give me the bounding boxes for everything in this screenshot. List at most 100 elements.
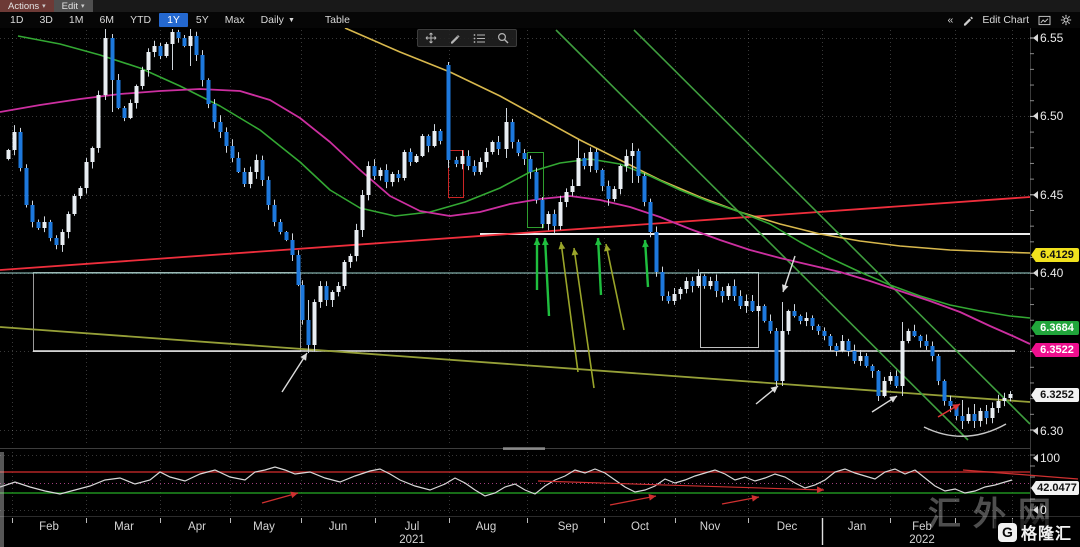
chart-toolbar: 1D 3D 1M 6M YTD 1Y 5Y Max Daily ▼ Table « Edit … — [0, 12, 1080, 28]
indicator-bands — [0, 471, 1030, 494]
panel-frames — [0, 28, 1080, 517]
month-label-jan: Jan — [847, 521, 867, 533]
magenta-moving-average[interactable] — [0, 88, 1031, 345]
brand-logo-icon: G — [998, 522, 1017, 542]
pan-crosshair-icon[interactable] — [420, 30, 442, 46]
red-arrow-feb-low[interactable] — [937, 403, 961, 418]
price-badge-42.0477: 42.0477 — [1031, 481, 1079, 495]
red-segment-rsi-right[interactable] — [962, 469, 1079, 480]
range-tab-1d[interactable]: 1D — [2, 13, 31, 27]
white-arrow-dec-low[interactable] — [755, 385, 779, 405]
range-tab-max[interactable]: Max — [217, 13, 253, 27]
red-arrow-rsi-3[interactable] — [721, 494, 760, 505]
month-label-jul: Jul — [404, 521, 420, 533]
indicator-line[interactable] — [0, 466, 1013, 497]
collapse-panel-icon[interactable]: « — [947, 14, 954, 26]
edit-menu-button[interactable]: Edit ▾ — [53, 0, 93, 12]
chart-settings-icon[interactable] — [1038, 15, 1051, 26]
axis-tick-icon — [1033, 454, 1038, 462]
axis-label-0: 0 — [1033, 503, 1047, 517]
actions-menu-button[interactable]: Actions ▾ — [0, 0, 54, 12]
month-label-oct: Oct — [631, 521, 649, 533]
menu-bar: Actions ▾ Edit ▾ — [0, 0, 1080, 12]
period-dropdown[interactable]: Daily ▼ — [253, 13, 303, 27]
axis-tick-icon — [1033, 427, 1038, 435]
white-arrow-may-low[interactable] — [281, 352, 308, 393]
green-annotation-box-aug[interactable] — [527, 152, 544, 228]
month-label-aug: Aug — [475, 521, 497, 533]
olive-arrow-3[interactable] — [604, 243, 625, 331]
chart-mini-toolbar — [417, 29, 517, 47]
zoom-magnifier-icon[interactable] — [492, 30, 514, 46]
red-ascending-trendline[interactable] — [0, 196, 1031, 271]
panel-divider-handle[interactable] — [503, 447, 545, 450]
axis-tick-icon — [1033, 269, 1038, 277]
olive-arrow-1[interactable] — [558, 241, 579, 373]
range-tab-3d[interactable]: 3D — [31, 13, 60, 27]
green-moving-average[interactable] — [17, 35, 1031, 319]
actions-caret-icon: ▾ — [42, 3, 46, 10]
axis-label-6.30: 6.30 — [1033, 424, 1063, 438]
year-label-2021: 2021 — [399, 534, 425, 546]
range-tab-1y[interactable]: 1Y — [159, 13, 188, 27]
green-arrow-sep-2[interactable] — [541, 237, 551, 317]
green-arrow-oct[interactable] — [642, 239, 650, 288]
green-arrow-sep-1[interactable] — [533, 238, 541, 290]
range-tab-5y[interactable]: 5Y — [188, 13, 217, 27]
range-tab-6m[interactable]: 6M — [91, 13, 122, 27]
period-caret-icon: ▼ — [287, 16, 295, 24]
month-label-sep: Sep — [557, 521, 579, 533]
axis-label-text: 6.50 — [1040, 109, 1064, 123]
month-label-apr: Apr — [188, 521, 206, 533]
range-tabs: 1D 3D 1M 6M YTD 1Y 5Y Max — [2, 13, 253, 27]
price-badge-6.3684: 6.3684 — [1031, 321, 1079, 335]
gear-icon[interactable] — [1060, 14, 1072, 26]
white-arrow-jan-low[interactable] — [871, 395, 898, 413]
annotate-pencil-icon[interactable] — [962, 15, 974, 26]
axis-label-text: 6.40 — [1040, 266, 1064, 280]
chart-toolbar-right: « Edit Chart — [947, 12, 1072, 28]
price-badge-6.3522: 6.3522 — [1031, 343, 1079, 357]
axis-label-6.50: 6.50 — [1033, 109, 1063, 123]
red-arrow-rsi-2[interactable] — [609, 494, 657, 506]
table-button[interactable]: Table — [317, 13, 358, 27]
axis-label-text: 6.45 — [1040, 188, 1064, 202]
axis-label-100: 100 — [1033, 451, 1060, 465]
edit-chart-button[interactable]: Edit Chart — [982, 14, 1029, 26]
price-badge-6.4129: 6.4129 — [1031, 248, 1079, 262]
range-tab-ytd[interactable]: YTD — [122, 13, 159, 27]
month-label-jun: Jun — [328, 521, 348, 533]
candlestick-series[interactable] — [6, 29, 1013, 429]
price-badge-6.3252: 6.3252 — [1031, 388, 1079, 402]
time-axis-ticks — [12, 518, 1013, 545]
axis-label-6.45: 6.45 — [1033, 188, 1063, 202]
left-edge-watermark-strip — [0, 452, 4, 547]
brand-logo: G 格隆汇 — [994, 519, 1077, 545]
indicator-list-icon[interactable] — [468, 30, 490, 46]
brand-logo-text: 格隆汇 — [1021, 526, 1073, 543]
green-arrow-sep-3[interactable] — [594, 237, 603, 296]
axis-label-6.55: 6.55 — [1033, 31, 1063, 45]
white-arrow-dec-high[interactable] — [781, 255, 796, 293]
edit-menu-label: Edit — [61, 0, 79, 12]
red-arrow-rsi-1[interactable] — [261, 491, 299, 504]
period-label: Daily — [260, 14, 284, 26]
month-label-feb: Feb — [912, 521, 932, 533]
axis-label-text: 100 — [1040, 451, 1061, 465]
draw-pencil-icon[interactable] — [444, 30, 466, 46]
year-label-2022: 2022 — [909, 534, 935, 546]
red-annotation-box-jul[interactable] — [448, 150, 464, 198]
white-arc-annotation[interactable] — [923, 423, 1007, 437]
range-tab-1m[interactable]: 1M — [61, 13, 92, 27]
olive-descending-trendline[interactable] — [0, 326, 1031, 403]
green-channel-line-b[interactable] — [633, 29, 1031, 425]
yellow-moving-average[interactable] — [344, 27, 1031, 254]
red-arrow-rsi-long[interactable] — [537, 480, 825, 494]
axis-label-text: 6.30 — [1040, 424, 1064, 438]
olive-arrow-2[interactable] — [571, 247, 595, 389]
month-label-mar: Mar — [114, 521, 134, 533]
green-channel-line-a[interactable] — [555, 29, 969, 441]
axis-tick-icon — [1033, 112, 1038, 120]
